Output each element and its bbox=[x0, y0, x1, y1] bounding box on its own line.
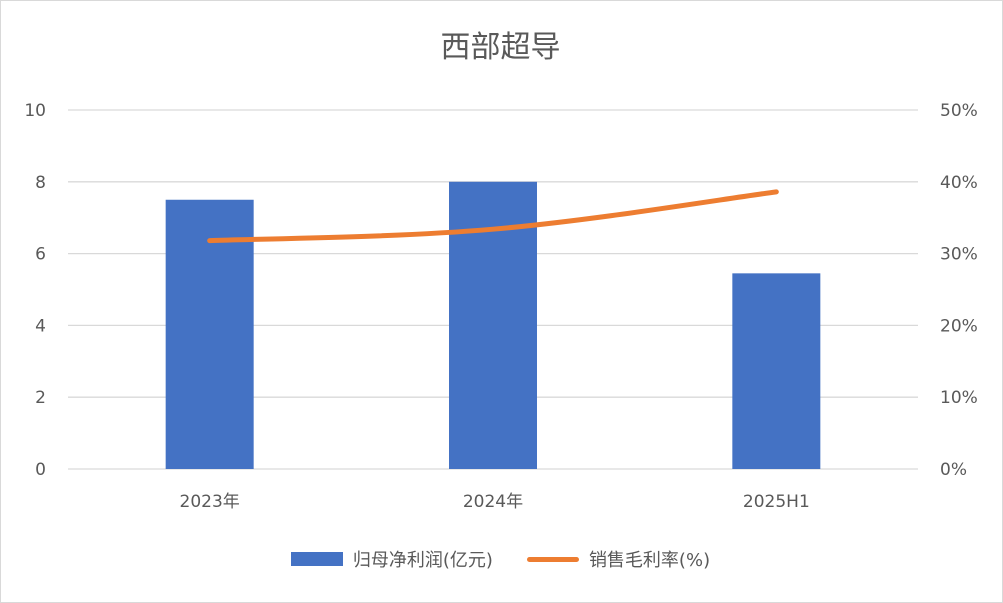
y-right-tick-label: 40% bbox=[940, 173, 978, 193]
legend-item-gross-margin: 销售毛利率(%) bbox=[526, 546, 711, 572]
y-right-tick-label: 0% bbox=[940, 460, 967, 480]
chart-legend: 归母净利润(亿元) 销售毛利率(%) bbox=[0, 546, 1001, 572]
legend-item-net-profit: 归母净利润(亿元) bbox=[290, 546, 493, 572]
bar bbox=[165, 199, 254, 469]
y-right-tick-label: 30% bbox=[940, 245, 978, 265]
y-left-tick-label: 4 bbox=[35, 316, 46, 336]
x-tick-label: 2024年 bbox=[463, 492, 523, 512]
y-left-tick-label: 0 bbox=[35, 460, 46, 480]
y-left-tick-label: 2 bbox=[35, 388, 46, 408]
y-right-tick-label: 20% bbox=[940, 316, 978, 336]
x-tick-label: 2023年 bbox=[180, 492, 240, 512]
legend-label-net-profit: 归母净利润(亿元) bbox=[352, 550, 493, 571]
y-right-tick-label: 50% bbox=[940, 101, 978, 121]
bar bbox=[732, 273, 821, 469]
y-left-tick-label: 6 bbox=[35, 245, 46, 265]
y-left-tick-label: 10 bbox=[24, 101, 46, 121]
y-left-tick-label: 8 bbox=[35, 173, 46, 193]
legend-swatch-bar bbox=[290, 552, 343, 566]
legend-label-gross-margin: 销售毛利率(%) bbox=[588, 550, 711, 571]
x-tick-label: 2025H1 bbox=[743, 492, 810, 512]
y-right-tick-label: 10% bbox=[940, 388, 978, 408]
legend-swatch-line bbox=[526, 556, 579, 562]
chart-title: 西部超导 bbox=[440, 30, 561, 65]
